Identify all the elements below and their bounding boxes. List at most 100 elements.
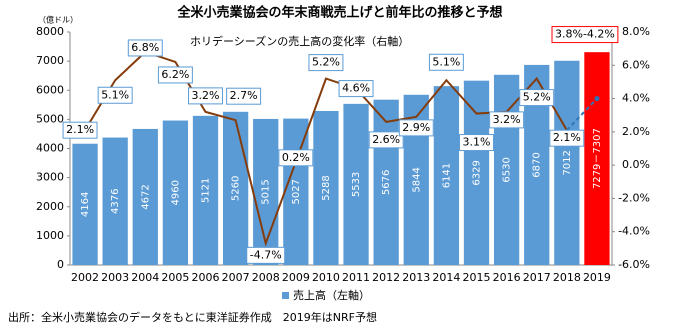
line-value-label: 2.1% [66, 123, 94, 136]
source-note: 出所：全米小売業協会のデータをもとに東洋証券作成 2019年はNRF予想 [8, 310, 377, 324]
line-value-label: 3.2% [192, 89, 220, 102]
forecast-point [594, 96, 600, 102]
line-label-box [226, 87, 262, 105]
line-label-box [308, 54, 344, 72]
x-tick-label: 2008 [252, 271, 280, 284]
x-tick-label: 2007 [222, 271, 250, 284]
line-value-label: 6.2% [161, 68, 189, 81]
line-label-box [246, 246, 286, 264]
x-tick-label: 2018 [553, 271, 581, 284]
bar-value-label: 4376 [110, 189, 121, 214]
bar-value-label: 7279－7307 [592, 128, 603, 189]
line-value-label: 2.1% [553, 131, 581, 144]
line-label-box [157, 66, 193, 84]
y-tick-label: 7000 [36, 54, 64, 67]
bar [313, 110, 339, 265]
line-annotation: ホリデーシーズンの売上高の変化率（右軸） [190, 34, 409, 48]
line-label-box [338, 80, 374, 98]
y-axis-unit: （億ドル） [38, 15, 78, 25]
y-tick-label: 4000 [36, 142, 64, 155]
bar [283, 118, 309, 265]
bar-value-label: 5288 [321, 175, 332, 200]
line-label-box [398, 119, 434, 137]
x-tick-label: 2016 [493, 271, 521, 284]
y-tick-label: 2000 [36, 200, 64, 213]
bar [463, 80, 490, 265]
line [84, 50, 568, 247]
line-value-label: 2.9% [402, 121, 430, 134]
y-tick-label: 0 [57, 258, 64, 271]
line-value-label: 2.7% [230, 89, 258, 102]
line-value-label: 0.2% [282, 151, 310, 164]
line-value-label: 5.2% [523, 91, 551, 104]
line-value-label: 5.1% [432, 55, 460, 68]
y2-tick-label: -6.0% [618, 258, 650, 271]
bar [162, 120, 189, 265]
bar [373, 99, 399, 266]
line-label-box [368, 131, 404, 149]
line-label-box [127, 39, 163, 57]
bar-value-label: 5260 [231, 176, 242, 201]
line-value-label: 3.1% [463, 136, 491, 149]
line-label-box [459, 134, 494, 152]
bar [132, 128, 158, 265]
legend-swatch [282, 292, 289, 299]
x-tick-label: 2014 [432, 271, 460, 284]
x-tick-label: 2009 [282, 271, 310, 284]
bar [433, 86, 460, 265]
y2-tick-label: 4.0% [622, 92, 650, 105]
bar-value-label: 6870 [532, 152, 543, 177]
line-value-label: 5.1% [101, 88, 129, 101]
bar-value-label: 4164 [80, 192, 91, 217]
legend-label: 売上高（左軸） [293, 288, 370, 302]
line-label-box [62, 121, 98, 139]
x-tick-label: 2019 [583, 271, 611, 284]
bar-value-label: 4960 [170, 180, 181, 205]
line-label-box [278, 149, 314, 167]
forecast-line [566, 97, 598, 131]
y-tick-label: 8000 [36, 25, 64, 38]
y2-tick-label: 2.0% [622, 125, 650, 138]
x-tick-label: 2013 [402, 271, 430, 284]
y2-tick-label: 8.0% [622, 25, 650, 38]
bar-value-label: 6329 [472, 160, 483, 185]
line-value-label: -4.7% [250, 248, 282, 261]
bar [584, 52, 610, 265]
line-value-label: 3.8%-4.2% [555, 28, 615, 41]
y-tick-label: 5000 [36, 112, 64, 125]
line-label-box [551, 26, 619, 44]
bar-value-label: 5533 [351, 172, 362, 197]
bar-value-label: 4672 [140, 184, 151, 209]
line-label-box [519, 89, 555, 107]
x-tick-label: 2002 [71, 271, 99, 284]
bar-value-label: 5015 [261, 179, 272, 204]
y-tick-label: 6000 [36, 83, 64, 96]
x-tick-label: 2015 [463, 271, 491, 284]
chart-title: 全米小売業協会の年末商戦売上げと前年比の推移と予想 [176, 5, 502, 21]
bar-value-label: 7012 [562, 150, 573, 175]
bar-value-label: 6141 [441, 163, 452, 188]
line-label-box [549, 129, 585, 147]
line-label-box [489, 111, 525, 129]
bar [192, 115, 219, 265]
line-value-label: 6.8% [131, 41, 159, 54]
y-tick-label: 3000 [36, 171, 64, 184]
bar [493, 74, 520, 265]
line-value-label: 5.2% [312, 56, 340, 69]
bar-value-label: 5027 [291, 179, 302, 204]
x-tick-label: 2003 [101, 271, 129, 284]
bar [554, 60, 580, 266]
bar-value-label: 5121 [201, 178, 212, 203]
line-label-box [97, 86, 133, 104]
y2-tick-label: 6.0% [622, 58, 650, 71]
bar-value-label: 6530 [502, 157, 513, 182]
bar [102, 137, 128, 265]
x-tick-label: 2011 [342, 271, 370, 284]
y-tick-label: 1000 [36, 229, 64, 242]
x-tick-label: 2004 [131, 271, 159, 284]
y2-tick-label: -4.0% [618, 225, 650, 238]
bar [343, 103, 369, 265]
y2-tick-label: 0.0% [622, 158, 650, 171]
y2-tick-label: -2.0% [618, 191, 650, 204]
line-value-label: 4.6% [342, 82, 370, 95]
